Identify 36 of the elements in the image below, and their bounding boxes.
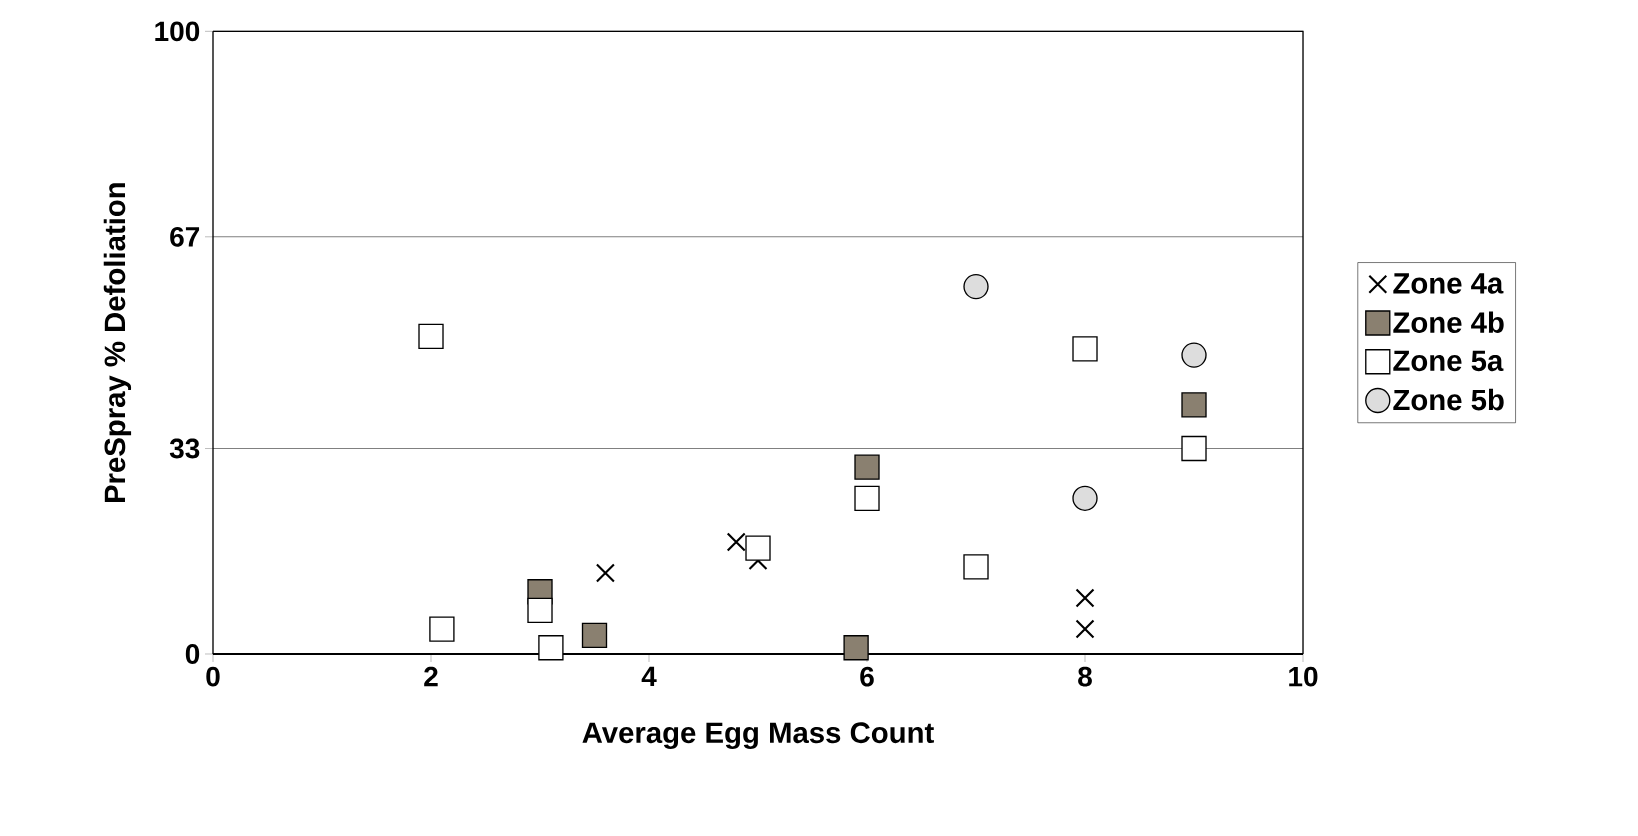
point [1181,342,1207,368]
point [854,485,880,511]
x-tick-label: 4 [641,666,657,686]
y-tick-label: 33 [169,438,200,459]
point [745,535,771,561]
point [429,616,455,642]
y-axis-title: PreSpray % Defoliation [103,183,132,503]
point [1181,392,1207,418]
point [854,454,880,480]
legend-label: Zone 5b [1393,388,1504,411]
point [1075,619,1095,639]
point [963,273,989,300]
point [1181,435,1207,462]
point [726,532,746,552]
y-tick-label: 100 [155,21,200,42]
x-tick-label: 10 [1289,666,1318,687]
point [1072,485,1098,511]
point [1075,588,1095,608]
x-tick-label: 2 [424,666,438,687]
legend-label: Zone 5a [1393,350,1504,372]
y-tick-label: 67 [170,226,200,247]
legend-label: Zone 4b [1393,311,1504,333]
point [527,597,553,624]
x-axis-title: Average Egg Mass Count [582,722,934,750]
legend-label: Zone 4a [1393,273,1504,294]
x-tick-label: 0 [206,666,220,687]
x-tick-label: 8 [1078,666,1092,687]
point [581,622,608,648]
point [538,635,564,661]
point [595,563,615,583]
point [418,323,444,350]
point [1072,336,1098,362]
point [843,635,869,661]
x-tick-label: 6 [860,666,874,687]
y-tick-label: 0 [185,644,200,664]
point [963,554,989,580]
